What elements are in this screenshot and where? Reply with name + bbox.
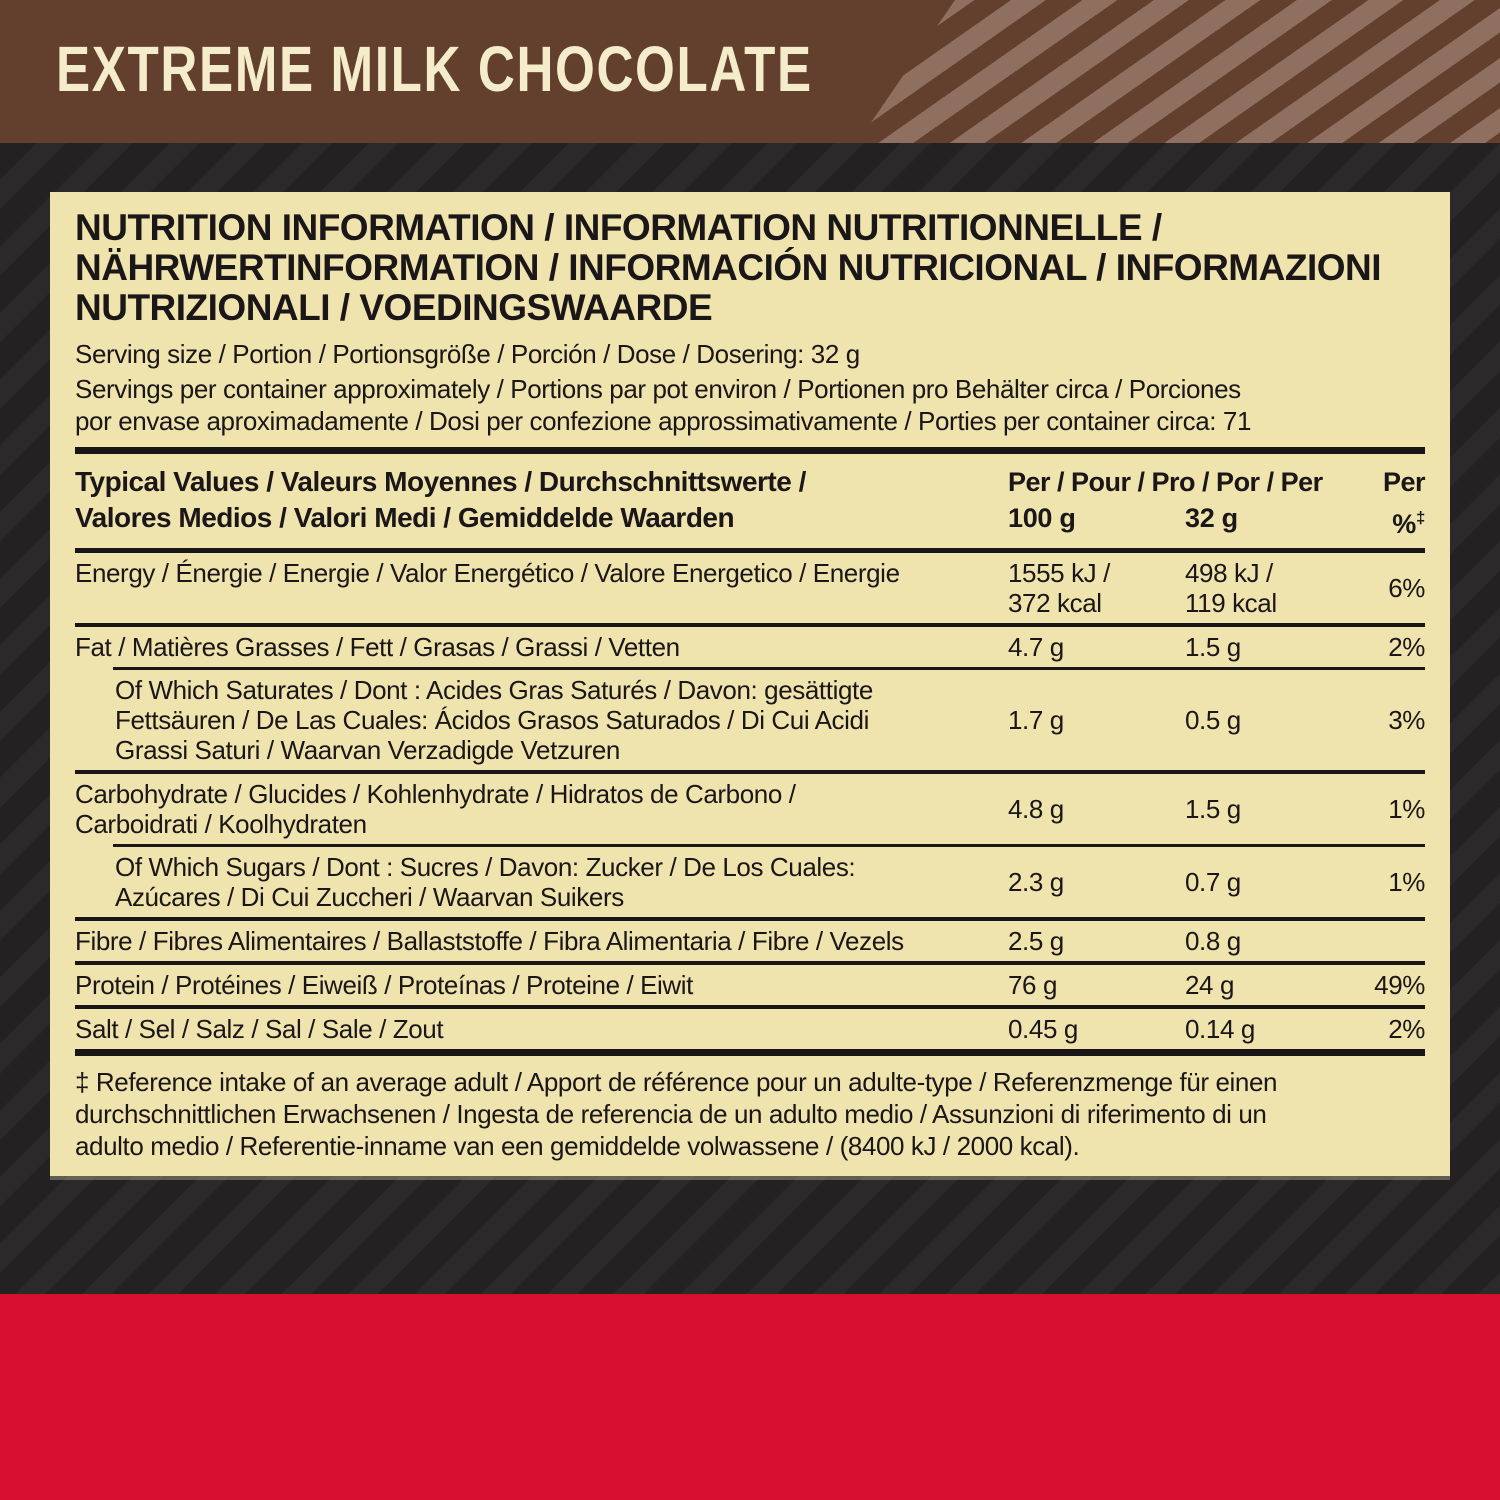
nutrient-label: Of Which Sugars / Dont : Sucres / Davon:…	[115, 852, 856, 912]
table-row-fibre: Fibre / Fibres Alimentaires / Ballaststo…	[75, 921, 1425, 961]
table-row-saturates: Of Which Saturates / Dont : Acides Gras …	[75, 670, 1425, 770]
value-per-100g: 2.3 g	[1008, 867, 1064, 897]
value-per-serving: 1.5 g	[1185, 632, 1241, 662]
nutrient-label: Salt / Sel / Salz / Sal / Sale / Zout	[75, 1014, 444, 1044]
divider-heavy-top	[75, 447, 1425, 454]
reference-intake-footnote: ‡ Reference intake of an average adult /…	[75, 1067, 1278, 1161]
nutrient-label: Carbohydrate / Glucides / Kohlenhydrate …	[75, 779, 796, 839]
value-per-serving: 24 g	[1185, 970, 1235, 1000]
dagger-symbol: ‡	[1415, 508, 1425, 527]
value-columns-header: Per / Pour / Pro / Por / Per Per 100 g 3…	[1008, 464, 1426, 542]
value-per-100g: 1.7 g	[1008, 705, 1064, 735]
nutrient-label: Fat / Matières Grasses / Fett / Grasas /…	[75, 632, 680, 662]
table-row-protein: Protein / Protéines / Eiweiß / Proteínas…	[75, 965, 1425, 1005]
servings-per-container-text: Servings per container approximately / P…	[75, 374, 1252, 436]
per-header-line: Per / Pour / Pro / Por / Per Per	[1008, 464, 1426, 500]
divider-indented	[113, 844, 1425, 847]
value-per-100g: 4.7 g	[1008, 632, 1064, 662]
nutrient-label: Fibre / Fibres Alimentaires / Ballaststo…	[75, 926, 904, 956]
table-row-sugars: Of Which Sugars / Dont : Sucres / Davon:…	[75, 847, 1425, 917]
divider-indented	[113, 667, 1425, 670]
nutrition-heading: NUTRITION INFORMATION / INFORMATION NUTR…	[75, 207, 1382, 328]
table-row-fat: Fat / Matières Grasses / Fett / Grasas /…	[75, 627, 1425, 667]
nutrient-label: Energy / Énergie / Energie / Valor Energ…	[75, 558, 900, 588]
value-per-100g: 0.45 g	[1008, 1014, 1078, 1044]
value-per-serving: 498 kJ / 119 kcal	[1185, 558, 1277, 618]
value-per-100g: 2.5 g	[1008, 926, 1064, 956]
table-row-carbohydrate: Carbohydrate / Glucides / Kohlenhydrate …	[75, 774, 1425, 844]
banner-diagonal-stripes-decoration	[857, 0, 1500, 143]
value-reference-intake: 2%	[1388, 632, 1425, 662]
value-reference-intake: 2%	[1388, 1014, 1425, 1044]
per-header-right: Per	[1382, 467, 1426, 497]
value-per-serving: 0.5 g	[1185, 705, 1241, 735]
divider-header	[75, 548, 1425, 553]
value-reference-intake: 49%	[1374, 970, 1425, 1000]
typical-values-header: Typical Values / Valeurs Moyennes / Durc…	[75, 466, 806, 533]
units-header-line: 100 g 32 g %‡	[1008, 500, 1425, 542]
flavor-title: EXTREME MILK CHOCOLATE	[56, 32, 813, 105]
divider	[75, 770, 1425, 774]
table-header-row: Typical Values / Valeurs Moyennes / Durc…	[75, 454, 1426, 548]
col-header-32g: 32 g	[1185, 503, 1238, 533]
divider	[75, 1005, 1425, 1009]
red-band	[0, 1294, 1500, 1500]
table-row-energy: Energy / Énergie / Energie / Valor Energ…	[75, 553, 1425, 623]
col-header-percent: %‡	[1392, 508, 1425, 539]
nutrient-label: Protein / Protéines / Eiweiß / Proteínas…	[75, 970, 694, 1000]
serving-size-text: Serving size / Portion / Portionsgröße /…	[75, 339, 860, 369]
divider	[75, 623, 1425, 627]
value-per-serving: 1.5 g	[1185, 794, 1241, 824]
value-reference-intake: 6%	[1388, 573, 1425, 603]
value-reference-intake: 1%	[1388, 794, 1425, 824]
nutrition-panel: NUTRITION INFORMATION / INFORMATION NUTR…	[50, 192, 1450, 1176]
value-per-serving: 0.7 g	[1185, 867, 1241, 897]
col-header-100g: 100 g	[1008, 503, 1076, 533]
divider-heavy-bottom	[75, 1049, 1425, 1056]
value-reference-intake: 3%	[1388, 705, 1425, 735]
flavor-banner: EXTREME MILK CHOCOLATE	[0, 0, 1500, 143]
value-per-100g: 1555 kJ / 372 kcal	[1008, 558, 1110, 618]
value-per-100g: 76 g	[1008, 970, 1058, 1000]
value-per-100g: 4.8 g	[1008, 794, 1064, 824]
nutrient-label: Of Which Saturates / Dont : Acides Gras …	[115, 675, 873, 765]
striped-background: NUTRITION INFORMATION / INFORMATION NUTR…	[0, 143, 1500, 1294]
divider	[75, 961, 1425, 965]
table-row-salt: Salt / Sel / Salz / Sal / Sale / Zout 0.…	[75, 1009, 1425, 1049]
divider	[75, 917, 1425, 921]
value-per-serving: 0.14 g	[1185, 1014, 1255, 1044]
value-per-serving: 0.8 g	[1185, 926, 1241, 956]
value-reference-intake: 1%	[1388, 867, 1425, 897]
per-header-left: Per / Pour / Pro / Por / Per	[1008, 467, 1323, 497]
